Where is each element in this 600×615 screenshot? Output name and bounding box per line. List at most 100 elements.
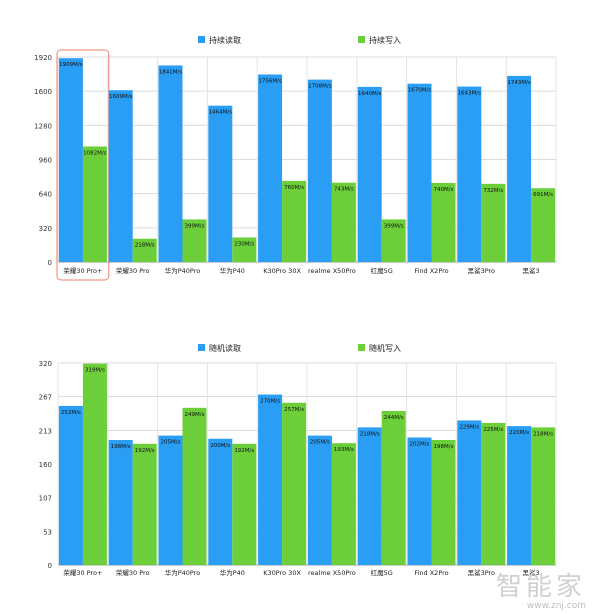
chart2-bar (58, 405, 83, 565)
chart2-bar (232, 443, 257, 565)
chart1-bar (132, 238, 157, 262)
chart1-y-tick-label: 320 (39, 225, 52, 233)
chart1-bar (431, 182, 456, 262)
chart2-category-label: realme X50Pro (308, 569, 356, 577)
chart1-category-label: 荣耀30 Pro (116, 266, 150, 275)
chart1-data-label: 1670M/s (408, 88, 432, 94)
chart2-data-label: 192M/s (234, 448, 254, 454)
chart1-data-label: 760M/s (284, 185, 304, 191)
chart2-y-tick-label: 0 (48, 562, 52, 570)
watermark-url: www.znj.com (526, 601, 586, 611)
chart2-y-tick-label: 107 (39, 494, 52, 502)
chart1-data-label: 1841M/s (159, 69, 183, 75)
chart1-data-label: 740M/s (434, 187, 454, 193)
chart2-data-label: 244M/s (384, 415, 404, 421)
chart2-category-label: 黑鲨3Pro (468, 569, 495, 577)
chart1-data-label: 1643M/s (458, 91, 482, 97)
chart1-bar (307, 79, 332, 263)
chart2-data-label: 198M/s (434, 444, 454, 450)
chart1-data-label: 1743M/s (507, 80, 531, 86)
chart2-data-label: 229M/s (459, 424, 479, 430)
chart2-bar (531, 427, 556, 565)
chart2-bar (431, 440, 456, 565)
chart1-legend-swatch (198, 36, 205, 43)
chart2-legend-swatch (358, 344, 365, 351)
chart2-category-label: 华为P40Pro (165, 568, 201, 577)
chart1-bar (182, 219, 207, 262)
chart1-data-label: 1756M/s (258, 79, 282, 85)
chart1-category-label: realme X50Pro (308, 267, 356, 275)
chart1-data-label: 1640M/s (358, 91, 382, 97)
chart1-data-label: 1708M/s (308, 84, 332, 90)
chart1-y-tick-label: 960 (39, 157, 52, 165)
chart1-y-tick-label: 1600 (34, 88, 52, 96)
chart2-data-label: 218M/s (360, 431, 380, 437)
chart2-legend-label: 随机写入 (369, 343, 401, 353)
chart1-y-tick-label: 0 (48, 259, 52, 267)
chart2-data-label: 193M/s (334, 447, 354, 453)
chart2-data-label: 319M/s (85, 368, 105, 374)
chart1-category-label: 华为P40 (220, 266, 245, 275)
chart2-bar (357, 427, 382, 565)
chart2-bar (82, 363, 107, 565)
chart1-legend-label: 持续读取 (209, 35, 241, 45)
chart2-bar (182, 407, 207, 565)
chart1-category-label: 红魔5G (371, 266, 393, 275)
chart2-data-label: 205M/s (161, 440, 181, 446)
chart1-bar (208, 105, 233, 262)
chart1-category-label: 黑鲨3 (523, 267, 540, 275)
chart1-bar (108, 90, 133, 263)
chart1-bar (258, 74, 283, 263)
chart1-bar (407, 83, 432, 262)
chart2-bar (158, 435, 183, 565)
chart1-category-label: K30Pro 30X (263, 267, 301, 275)
chart1-bar (232, 237, 257, 262)
chart2-y-tick-label: 213 (39, 428, 52, 436)
chart2-category-label: 华为P40 (220, 568, 245, 577)
chart1-data-label: 399M/s (185, 223, 205, 229)
chart2-bar (282, 402, 307, 565)
chart2-y-tick-label: 160 (39, 461, 52, 469)
chart1-data-label: 732M/s (483, 188, 503, 194)
chart2-data-label: 270M/s (260, 399, 280, 405)
chart2-bar (331, 443, 356, 565)
chart2-category-label: 荣耀30 Pro+ (63, 568, 102, 577)
chart1-data-label: 230M/s (234, 241, 254, 247)
chart2-category-label: 荣耀30 Pro (116, 568, 150, 577)
chart1-bar (158, 65, 183, 262)
chart1-category-label: 华为P40Pro (165, 266, 201, 275)
chart1-y-tick-label: 1280 (34, 122, 52, 130)
chart1-y-tick-label: 640 (39, 191, 52, 199)
chart1-category-label: Find X2Pro (414, 267, 448, 275)
chart2-data-label: 202M/s (410, 441, 430, 447)
chart1-data-label: 1082M/s (83, 150, 107, 156)
chart2-bar (132, 443, 157, 565)
chart2-category-label: 黑鲨3 (523, 569, 540, 577)
chart2-data-label: 252M/s (61, 410, 81, 416)
chart2-bar (258, 394, 283, 565)
chart2-category-label: 红魔5G (371, 568, 393, 577)
chart1-data-label: 691M/s (533, 192, 553, 198)
chart2-y-tick-label: 53 (43, 529, 52, 537)
chart2-category-label: Find X2Pro (414, 569, 448, 577)
chart1-data-label: 1464M/s (209, 110, 233, 116)
chart2-bar (457, 420, 482, 565)
chart1-data-label: 1609M/s (109, 94, 133, 100)
chart1-bar (381, 219, 406, 262)
chart1-data-label: 218M/s (135, 243, 155, 249)
chart2-data-label: 225M/s (483, 427, 503, 433)
chart2-bar (407, 437, 432, 565)
chart2-legend-label: 随机读取 (209, 343, 241, 353)
chart2-bar (307, 435, 332, 565)
chart2-data-label: 198M/s (111, 444, 131, 450)
chart2-data-label: 192M/s (135, 448, 155, 454)
chart2-data-label: 218M/s (533, 431, 553, 437)
chart1-category-label: 黑鲨3Pro (468, 267, 495, 275)
chart1-data-label: 399M/s (384, 223, 404, 229)
chart2-y-tick-label: 320 (39, 360, 52, 368)
chart1-bar (82, 146, 107, 262)
chart2-data-label: 257M/s (284, 407, 304, 413)
chart2-bar (208, 438, 233, 565)
chart1-legend-swatch (358, 36, 365, 43)
